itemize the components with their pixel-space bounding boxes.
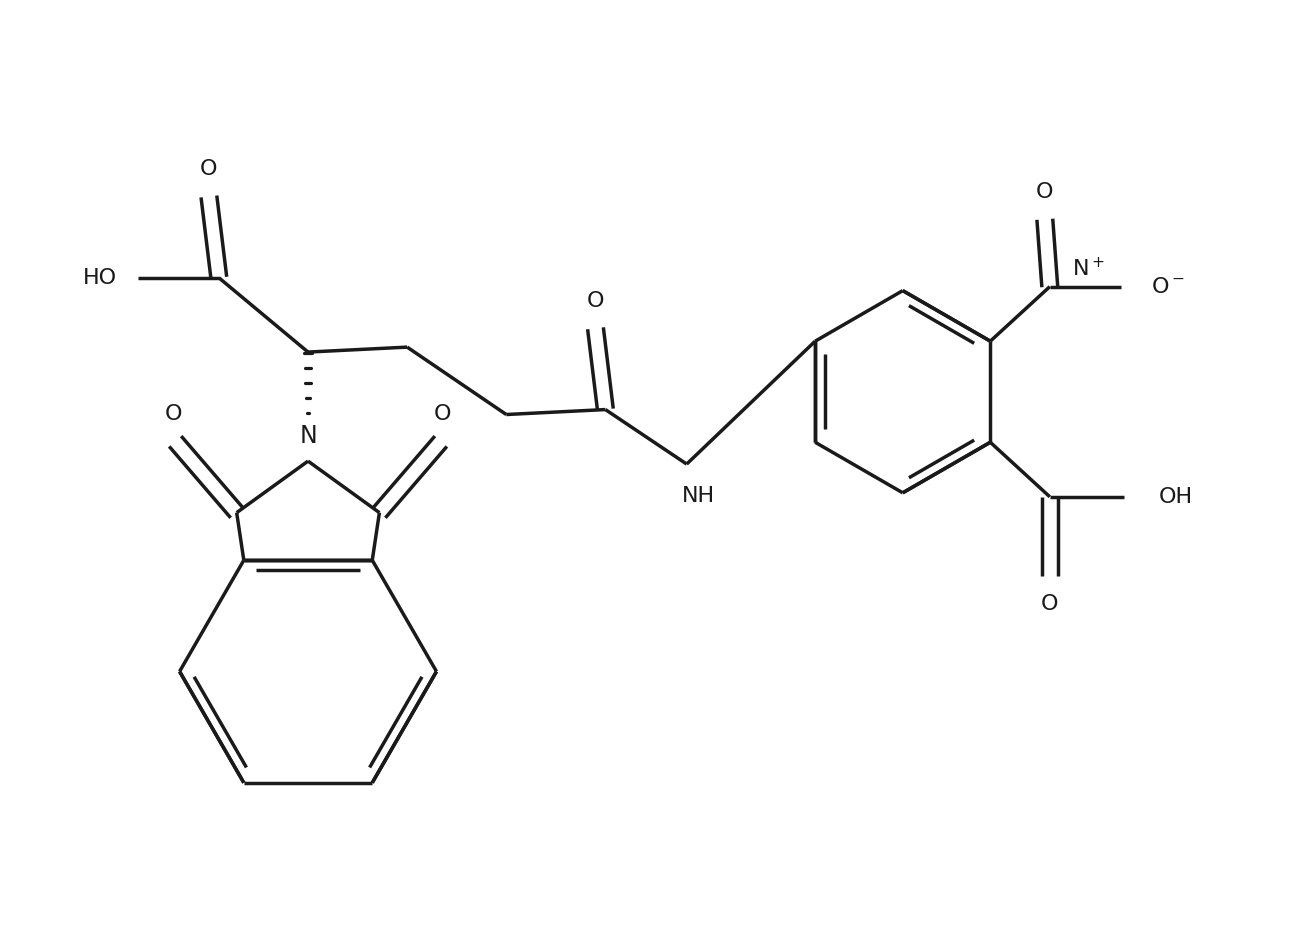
Text: O: O (200, 159, 217, 179)
Text: O: O (434, 404, 451, 424)
Text: O: O (1036, 183, 1053, 202)
Text: N$^+$: N$^+$ (1071, 257, 1105, 280)
Text: NH: NH (682, 486, 715, 506)
Text: N: N (299, 425, 317, 448)
Text: O: O (1041, 594, 1058, 614)
Text: O$^-$: O$^-$ (1150, 276, 1186, 297)
Text: O: O (165, 404, 182, 424)
Text: OH: OH (1158, 487, 1193, 507)
Text: O: O (586, 290, 605, 310)
Text: HO: HO (83, 268, 117, 288)
